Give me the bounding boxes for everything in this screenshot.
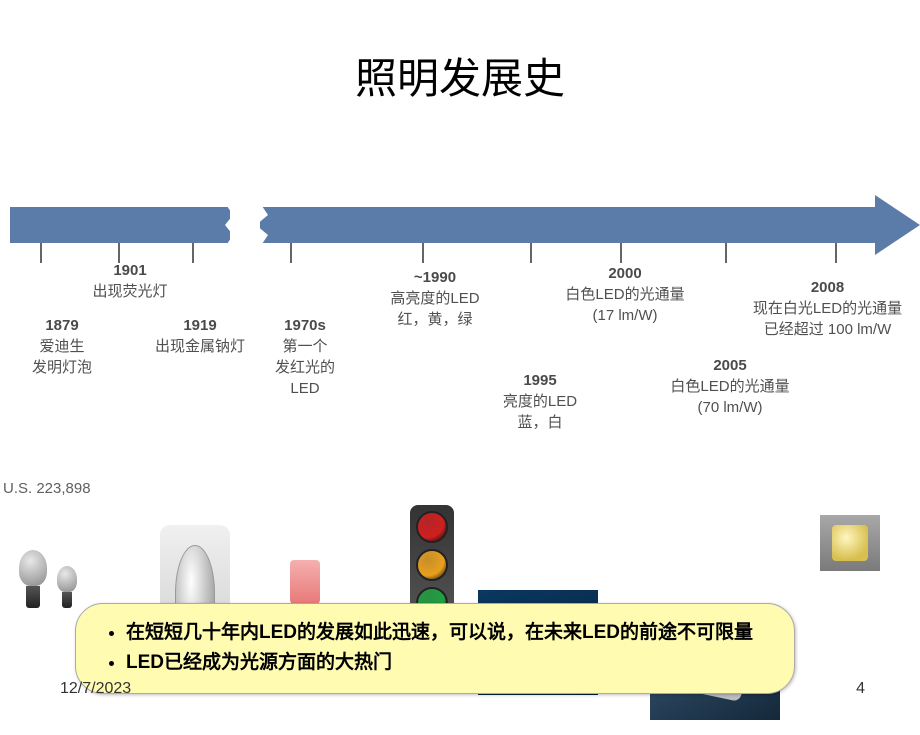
event-year: 2000 bbox=[545, 263, 705, 284]
timeline-tick bbox=[620, 243, 622, 263]
event-year: 1901 bbox=[70, 260, 190, 281]
timeline-tick bbox=[290, 243, 292, 263]
event-year: 2005 bbox=[650, 355, 810, 376]
event-year: 1919 bbox=[140, 315, 260, 336]
timeline-break-icon bbox=[248, 203, 268, 247]
timeline-tick bbox=[40, 243, 42, 263]
timeline-event: 2005白色LED的光通量(70 lm/W) bbox=[650, 355, 810, 418]
event-desc: 第一个发红光的LED bbox=[255, 336, 355, 399]
timeline: 1879爱迪生发明灯泡 1901出现荧光灯 1919出现金属钠灯1970s第一个发红… bbox=[0, 195, 920, 595]
arrow-head-icon bbox=[875, 195, 920, 255]
timeline-event: 2008现在白光LED的光通量已经超过 100 lm/W bbox=[730, 277, 920, 340]
event-desc: 白色LED的光通量(17 lm/W) bbox=[545, 284, 705, 326]
timeline-event: 1879爱迪生发明灯泡 bbox=[15, 315, 109, 378]
high-power-led-icon bbox=[820, 515, 880, 571]
timeline-tick bbox=[725, 243, 727, 263]
summary-bullet: LED已经成为光源方面的大热门 bbox=[126, 648, 764, 678]
summary-box: 在短短几十年内LED的发展如此迅速，可以说，在未来LED的前途不可限量LED已经… bbox=[75, 603, 795, 694]
arrow-segment-2 bbox=[260, 207, 875, 243]
timeline-break-icon bbox=[225, 203, 245, 247]
timeline-event: 1901出现荧光灯 bbox=[70, 260, 190, 302]
event-desc: 亮度的LED蓝，白 bbox=[490, 391, 590, 433]
event-desc: 现在白光LED的光通量已经超过 100 lm/W bbox=[730, 298, 920, 340]
arrow-segment-1 bbox=[10, 207, 230, 243]
timeline-tick bbox=[530, 243, 532, 263]
timeline-event: 1919出现金属钠灯 bbox=[140, 315, 260, 357]
footer-page-number: 4 bbox=[856, 680, 865, 698]
event-desc: 高亮度的LED红，黄，绿 bbox=[370, 288, 500, 330]
event-desc: 白色LED的光通量(70 lm/W) bbox=[650, 376, 810, 418]
event-desc: 爱迪生发明灯泡 bbox=[15, 336, 109, 378]
event-year: 1879 bbox=[15, 315, 109, 336]
edison-bulb-icon bbox=[18, 550, 82, 608]
summary-bullet: 在短短几十年内LED的发展如此迅速，可以说，在未来LED的前途不可限量 bbox=[126, 618, 764, 648]
event-desc: 出现金属钠灯 bbox=[140, 336, 260, 357]
timeline-tick bbox=[422, 243, 424, 263]
event-year: 1970s bbox=[255, 315, 355, 336]
patent-number: U.S. 223,898 bbox=[3, 480, 91, 497]
event-year: 2008 bbox=[730, 277, 920, 298]
timeline-event: 2000白色LED的光通量(17 lm/W) bbox=[545, 263, 705, 326]
event-year: 1995 bbox=[490, 370, 590, 391]
event-year: ~1990 bbox=[370, 267, 500, 288]
timeline-event: ~1990高亮度的LED红，黄，绿 bbox=[370, 267, 500, 330]
timeline-event: 1970s第一个发红光的LED bbox=[255, 315, 355, 399]
page-title: 照明发展史 bbox=[0, 45, 920, 106]
timeline-event: 1995亮度的LED蓝，白 bbox=[490, 370, 590, 433]
timeline-tick bbox=[835, 243, 837, 263]
footer-date: 12/7/2023 bbox=[60, 680, 131, 698]
event-desc: 出现荧光灯 bbox=[70, 281, 190, 302]
timeline-tick bbox=[192, 243, 194, 263]
